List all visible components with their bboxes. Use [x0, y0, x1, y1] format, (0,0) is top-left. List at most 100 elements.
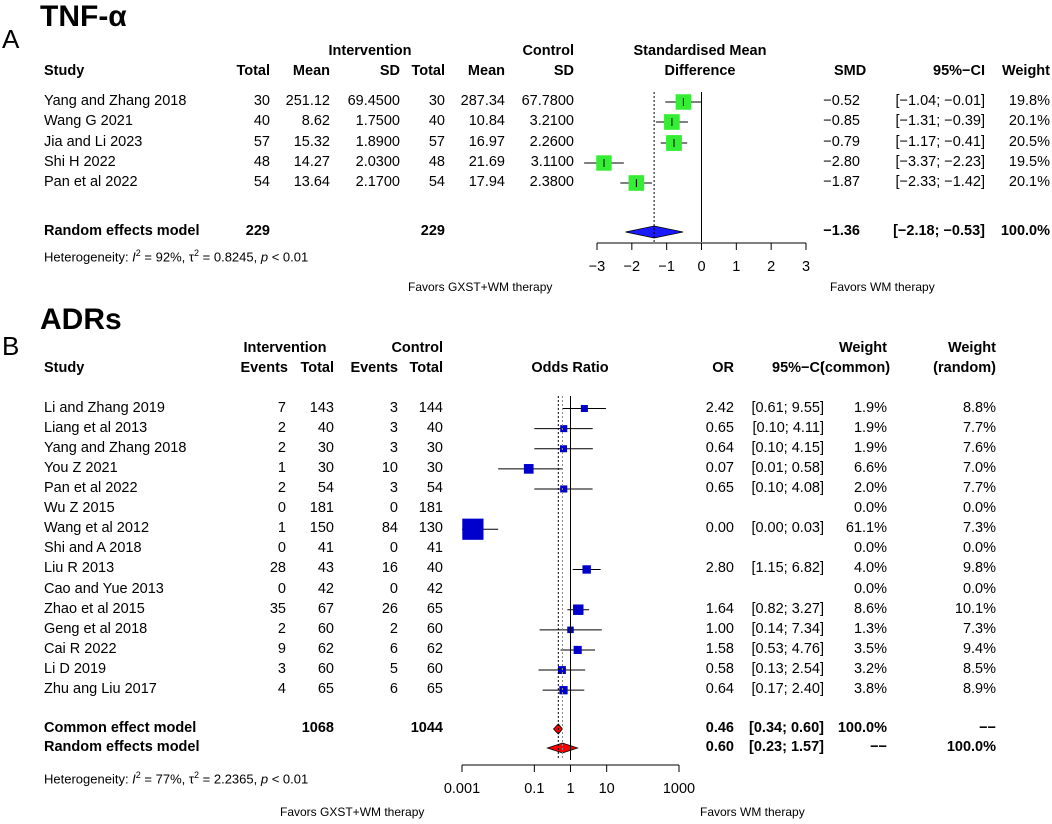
b-study-square — [580, 404, 588, 413]
b-pooled-ci: [0.23; 1.57] — [749, 739, 824, 755]
b-ctl-events: 6 — [389, 640, 398, 657]
a-smd-value: −0.52 — [823, 93, 860, 109]
a-header-intervention: Intervention — [328, 43, 412, 59]
b-study-square — [560, 485, 568, 493]
b-weight-common: 4.0% — [853, 560, 887, 577]
b-ctl-total: 41 — [426, 540, 443, 557]
b-ci-value: [0.82; 3.27] — [751, 600, 824, 617]
b-ci-value: [0.13; 2.54] — [751, 661, 824, 678]
b-or-value: 0.65 — [705, 419, 734, 436]
b-int-total: 150 — [309, 520, 334, 537]
b-ci-value: [0.10; 4.11] — [752, 419, 824, 436]
b-int-total: 30 — [317, 459, 334, 476]
b-int-total: 43 — [317, 560, 334, 577]
b-header-intervention: Intervention — [243, 340, 327, 356]
b-ctl-total: 130 — [418, 520, 443, 537]
a-pooled-smd: −1.36 — [823, 223, 860, 239]
b-ctl-total: 60 — [426, 661, 443, 678]
a-int-mean: 15.32 — [293, 134, 330, 150]
b-header-control: Control — [391, 340, 443, 356]
b-ci-value: [1.15; 6.82] — [751, 560, 824, 577]
b-header-effect: Odds Ratio — [531, 360, 609, 376]
b-study-name: Liang et al 2013 — [44, 419, 148, 436]
b-header-weight-common: Weight — [838, 340, 887, 356]
b-int-events: 4 — [277, 681, 286, 698]
b-header-study: Study — [44, 360, 85, 376]
a-study-name: Pan et al 2022 — [44, 174, 138, 190]
a-x-tick-label: −2 — [624, 259, 641, 275]
b-study-name: Shi and A 2018 — [44, 540, 142, 557]
a-int-sd: 1.7500 — [355, 113, 400, 129]
a-smd-value: −0.85 — [823, 113, 860, 129]
a-int-mean: 8.62 — [301, 113, 330, 129]
b-or-value: 2.80 — [705, 560, 734, 577]
a-ctl-total: 30 — [428, 93, 445, 109]
b-int-total: 60 — [317, 661, 334, 678]
b-x-tick-label: 10 — [599, 781, 615, 797]
a-x-tick-label: 2 — [767, 259, 775, 275]
b-weight-common: 0.0% — [853, 540, 887, 557]
b-or-value: 0.07 — [705, 459, 734, 476]
a-header-ctl-total: Total — [411, 63, 445, 79]
b-ci-value: [0.00; 0.03] — [751, 520, 824, 537]
a-int-total: 54 — [253, 174, 270, 190]
b-study-square — [559, 686, 568, 695]
a-weight-value: 19.8% — [1008, 93, 1050, 109]
a-header-effect-line2: Difference — [664, 63, 736, 79]
b-ctl-events: 3 — [389, 479, 398, 496]
a-ctl-total: 40 — [428, 113, 445, 129]
a-weight-value: 20.1% — [1008, 113, 1050, 129]
a-header-ctl-mean: Mean — [467, 63, 505, 79]
b-weight-random: 8.8% — [962, 399, 996, 416]
b-ci-value: [0.10; 4.15] — [751, 439, 824, 456]
b-int-total: 54 — [317, 479, 334, 496]
b-ctl-events: 84 — [381, 520, 398, 537]
a-ctl-sd: 2.2600 — [529, 134, 574, 150]
a-int-total: 57 — [253, 134, 270, 150]
a-header-int-mean: Mean — [292, 63, 330, 79]
b-x-tick-label: 0.001 — [444, 781, 480, 797]
a-int-sd: 2.1700 — [355, 174, 400, 190]
b-weight-random: 7.3% — [962, 620, 996, 637]
b-weight-common: 3.2% — [853, 661, 887, 678]
a-study-name: Jia and Li 2023 — [44, 134, 143, 150]
a-header-smd: SMD — [834, 63, 867, 79]
b-ctl-events: 0 — [389, 580, 398, 597]
b-ci-value: [0.14; 7.34] — [751, 620, 824, 637]
b-ci-value: [0.61; 9.55] — [751, 399, 824, 416]
a-ctl-sd: 2.3800 — [529, 174, 574, 190]
b-ctl-total: 60 — [426, 620, 443, 637]
a-ci-value: [−3.37; −2.23] — [895, 154, 986, 170]
a-header-ci: 95%−CI — [933, 63, 985, 79]
a-heterogeneity: Heterogeneity: I2 = 92%, τ2 = 0.8245, p … — [44, 248, 309, 265]
b-header-weight-random: Weight — [947, 340, 996, 356]
a-ctl-mean: 16.97 — [468, 134, 505, 150]
a-x-tick-label: 3 — [802, 259, 810, 275]
b-int-events: 1 — [277, 459, 286, 476]
b-ctl-events: 3 — [389, 419, 398, 436]
a-pooled-label: Random effects model — [44, 223, 200, 239]
b-study-square — [557, 666, 566, 675]
a-study-name: Yang and Zhang 2018 — [44, 93, 187, 109]
b-weight-common: 1.9% — [853, 399, 887, 416]
b-int-total: 143 — [309, 399, 334, 416]
b-ctl-total: 144 — [418, 399, 443, 416]
b-weight-random: 7.6% — [962, 439, 996, 456]
b-study-square — [462, 518, 484, 540]
a-int-sd: 1.8900 — [355, 134, 400, 150]
a-ctl-mean: 287.34 — [460, 93, 505, 109]
b-study-name: Geng et al 2018 — [44, 620, 148, 637]
b-int-events: 0 — [277, 580, 286, 597]
b-or-value: 1.58 — [705, 640, 734, 657]
b-study-name: Cai R 2022 — [44, 640, 117, 657]
b-int-total: 65 — [317, 681, 334, 698]
a-int-total: 40 — [253, 113, 270, 129]
b-header-random: (random) — [933, 360, 996, 376]
a-ci-value: [−2.33; −1.42] — [895, 174, 986, 190]
a-int-total: 48 — [253, 154, 270, 170]
b-header-int-events: Events — [240, 360, 288, 376]
a-study-name: Wang G 2021 — [44, 113, 133, 129]
a-study-name: Shi H 2022 — [44, 154, 116, 170]
b-int-total: 41 — [317, 540, 334, 557]
